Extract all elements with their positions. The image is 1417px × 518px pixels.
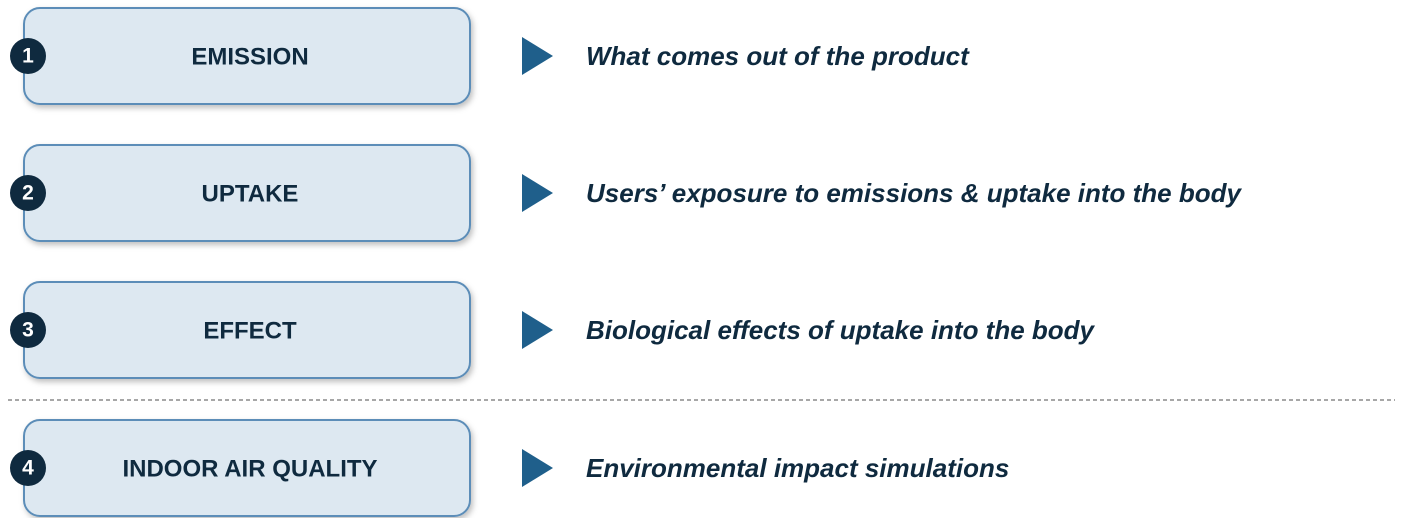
arrow xyxy=(522,449,553,487)
step-description: What comes out of the product xyxy=(586,41,970,71)
step-label: EMISSION xyxy=(191,43,308,70)
step-label: UPTAKE xyxy=(202,180,299,207)
step-number: 2 xyxy=(22,182,34,205)
rows: 1 EMISSION What comes out of the product 2 U… xyxy=(10,7,1243,517)
step-number: 3 xyxy=(22,319,34,342)
arrow xyxy=(522,311,553,349)
step-label: INDOOR AIR QUALITY xyxy=(122,455,377,482)
step-description: Biological effects of uptake into the bo… xyxy=(586,315,1096,345)
step-number: 4 xyxy=(22,457,34,480)
arrow xyxy=(522,37,553,75)
step-badge xyxy=(10,450,46,486)
step-number: 1 xyxy=(22,45,34,68)
step-badge xyxy=(10,38,46,74)
step-badge xyxy=(10,175,46,211)
step-description: Users’ exposure to emissions & uptake in… xyxy=(586,178,1243,208)
step-description: Environmental impact simulations xyxy=(586,453,1009,483)
arrow xyxy=(522,174,553,212)
step-badge xyxy=(10,312,46,348)
step-label: EFFECT xyxy=(203,317,297,344)
